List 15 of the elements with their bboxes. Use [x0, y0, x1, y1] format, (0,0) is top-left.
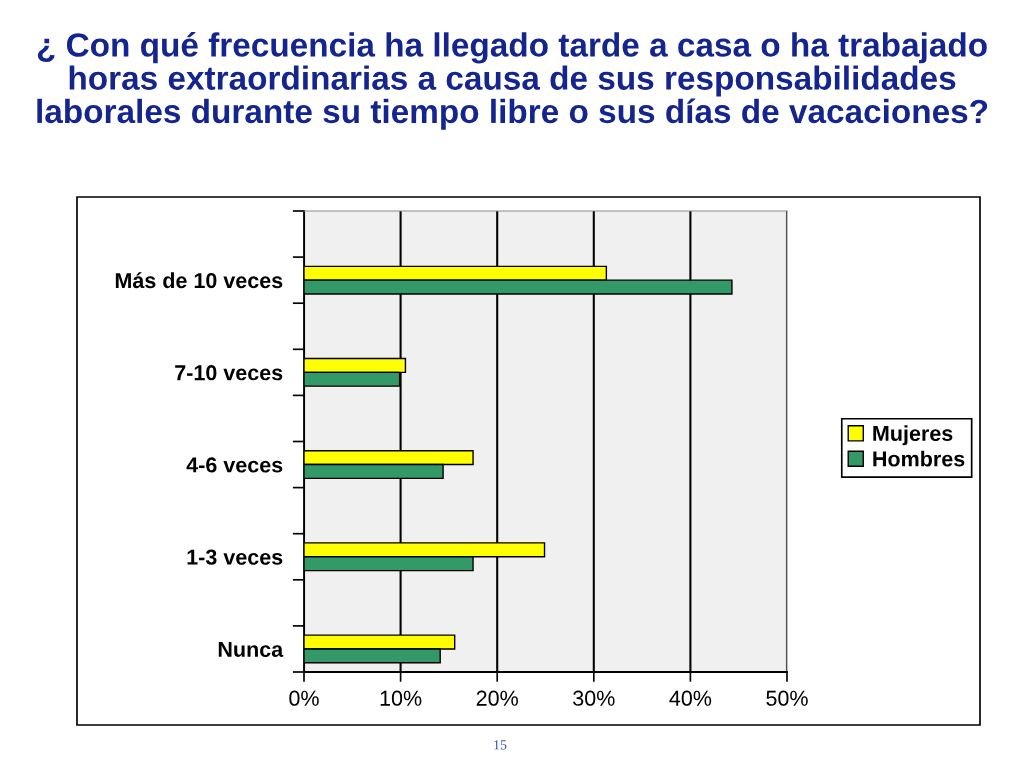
- x-tick-label: 50%: [766, 690, 808, 706]
- legend-label: Hombres: [873, 450, 965, 467]
- x-tick-label: 0%: [289, 690, 319, 706]
- x-tick-label: 20%: [476, 690, 518, 706]
- legend-label: Mujeres: [873, 425, 953, 446]
- text: 15: [494, 740, 507, 750]
- x-tick-label: 30%: [573, 690, 615, 706]
- y-tick-label: Nunca: [218, 641, 284, 657]
- chart-title: ¿ Con qué frecuencia ha llegado tarde a casa o ha trabajado horas extraordinarias a causa de sus responsabilidades laborales durante su tiempo libre o sus días de vacaciones?: [37, 32, 988, 130]
- x-tick-label: 10%: [380, 690, 422, 706]
- y-tick-label: Más de 10 veces: [115, 272, 283, 289]
- y-tick-label: 7-10 veces: [175, 365, 283, 381]
- x-tick-label: 40%: [669, 690, 712, 706]
- y-tick-label: 4-6 veces: [186, 457, 283, 473]
- y-tick-label: 1-3 veces: [187, 549, 283, 565]
